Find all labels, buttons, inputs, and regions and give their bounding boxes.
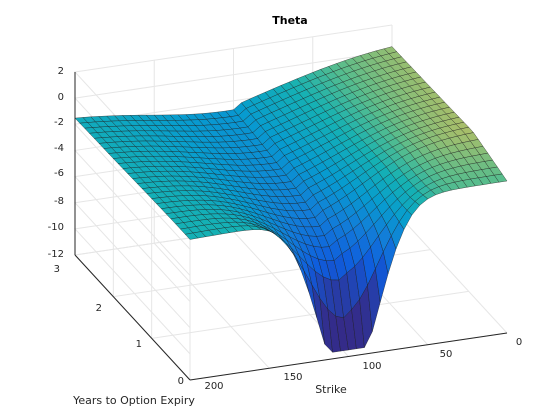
z-tick-label: -4 xyxy=(54,143,64,154)
axes xyxy=(74,72,508,381)
y-tick-label: 1 xyxy=(136,339,142,350)
x-tick-label: 200 xyxy=(204,381,223,392)
z-tick-label: -12 xyxy=(48,249,64,260)
y-tick-label: 3 xyxy=(54,264,60,275)
gridline xyxy=(151,290,469,339)
x-tick-label: 100 xyxy=(362,361,381,372)
x-tick-label: 0 xyxy=(516,337,522,348)
surface xyxy=(74,46,508,353)
y-axis-label: Years to Option Expiry xyxy=(72,394,195,407)
y-axis-line xyxy=(74,254,191,381)
z-tick-label: -10 xyxy=(48,222,64,233)
gridline xyxy=(391,207,508,334)
z-tick-label: -6 xyxy=(54,168,64,179)
gridline xyxy=(153,242,270,369)
chart-title: Theta xyxy=(272,14,307,27)
y-tick-label: 0 xyxy=(178,376,184,387)
x-axis-label: Strike xyxy=(315,383,347,396)
z-tick-label: 2 xyxy=(58,66,64,77)
x-tick-label: 150 xyxy=(283,372,302,383)
x-axis-line xyxy=(189,332,508,381)
z-tick-label: -8 xyxy=(54,196,64,207)
surface-patch xyxy=(493,173,508,183)
z-tick-label: -2 xyxy=(54,117,64,128)
z-tick-label: 0 xyxy=(58,92,64,103)
x-tick-label: 50 xyxy=(440,349,453,360)
y-tick-label: 2 xyxy=(96,303,102,314)
